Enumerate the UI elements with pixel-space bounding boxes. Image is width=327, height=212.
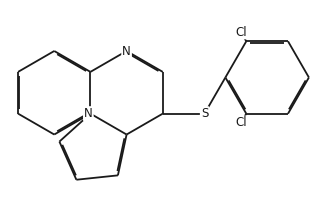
Text: N: N [84,107,93,120]
Text: N: N [122,45,131,57]
Text: S: S [201,107,208,120]
Text: Cl: Cl [235,26,247,39]
Text: Cl: Cl [235,116,247,129]
